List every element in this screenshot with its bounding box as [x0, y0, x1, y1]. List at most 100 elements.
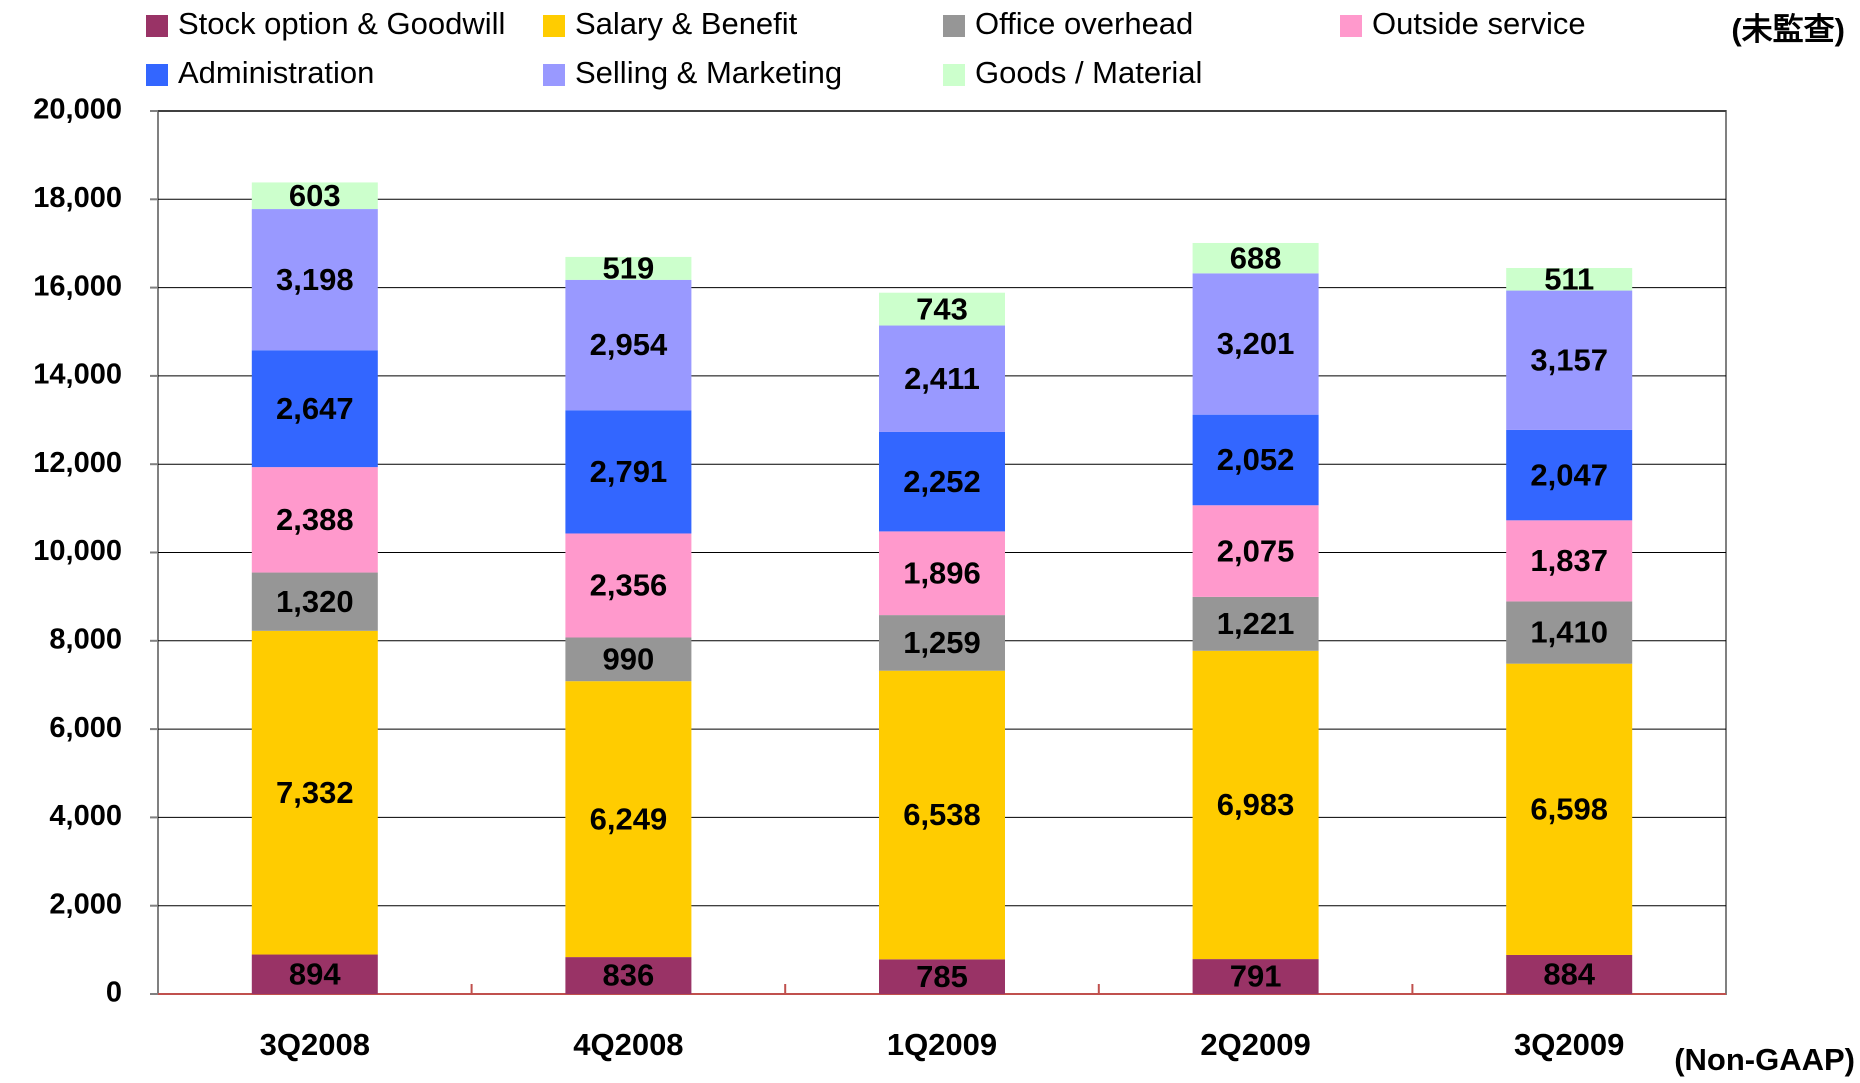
bar-segment	[1506, 267, 1633, 291]
legend-label: Administration	[178, 55, 374, 90]
data-label: 743	[916, 291, 968, 326]
bar-segment	[565, 681, 692, 958]
x-tick-label: 3Q2008	[260, 1027, 370, 1062]
bar-segment	[1506, 290, 1633, 430]
bar-segment	[879, 670, 1005, 960]
bar-segment	[565, 410, 692, 534]
data-label: 3,201	[1217, 326, 1295, 361]
bar-segment	[251, 572, 378, 631]
legend-label: Office overhead	[975, 6, 1193, 41]
bar-segment	[251, 954, 378, 994]
data-label: 2,388	[276, 502, 354, 537]
data-label: 2,647	[276, 391, 354, 426]
bar-segment	[1192, 242, 1319, 274]
data-label: 2,052	[1217, 442, 1295, 477]
bar-segment	[1192, 414, 1319, 506]
bar-segment	[1192, 650, 1319, 960]
y-tick-label: 4,000	[49, 800, 122, 832]
bar-segment	[1192, 505, 1319, 597]
data-label: 836	[603, 958, 655, 993]
data-label: 1,896	[903, 555, 981, 590]
y-tick-label: 12,000	[33, 447, 122, 479]
data-label: 2,075	[1217, 533, 1295, 568]
data-label: 688	[1230, 240, 1282, 275]
bar-segment	[1192, 959, 1319, 994]
legend-swatch	[146, 15, 168, 37]
bar-segment	[879, 431, 1005, 532]
non-gaap-note: (Non-GAAP)	[1674, 1042, 1855, 1077]
data-label: 2,791	[590, 454, 668, 489]
x-tick-label: 2Q2009	[1200, 1027, 1310, 1062]
legend-swatch	[543, 15, 565, 37]
data-label: 1,259	[903, 625, 981, 660]
bar-segment	[1506, 520, 1633, 602]
data-label: 791	[1230, 959, 1282, 994]
legend-label: Stock option & Goodwill	[178, 6, 505, 41]
data-label: 2,954	[590, 327, 668, 362]
data-label: 2,252	[903, 464, 981, 499]
y-tick-label: 8,000	[49, 623, 122, 655]
bar-segment	[251, 467, 378, 573]
data-label: 785	[916, 959, 968, 994]
legend-label: Goods / Material	[975, 55, 1202, 90]
x-tick-label: 1Q2009	[887, 1027, 997, 1062]
legend-swatch	[146, 64, 168, 86]
bar-segment	[879, 615, 1005, 671]
legend-label: Salary & Benefit	[575, 6, 798, 41]
y-tick-label: 10,000	[33, 535, 122, 567]
y-tick-label: 2,000	[49, 888, 122, 920]
bar-segment	[251, 350, 378, 468]
legend-swatch	[543, 64, 565, 86]
data-label: 6,598	[1530, 792, 1608, 827]
legend-swatch	[1340, 15, 1362, 37]
x-tick-label: 3Q2009	[1514, 1027, 1624, 1062]
data-label: 7,332	[276, 775, 354, 810]
bar-segment	[1506, 954, 1633, 994]
data-label: 884	[1543, 957, 1595, 992]
bar-segment	[251, 630, 378, 955]
bar-segment	[565, 533, 692, 638]
y-tick-label: 14,000	[33, 359, 122, 391]
data-label: 6,249	[590, 801, 668, 836]
bar-segment	[565, 279, 692, 411]
legend-swatch	[943, 15, 965, 37]
bar-segment	[1506, 429, 1633, 521]
data-label: 2,356	[590, 568, 668, 603]
legend-label: Selling & Marketing	[575, 55, 842, 90]
legend-swatch	[943, 64, 965, 86]
bar-segment	[879, 959, 1005, 994]
unaudited-note: (未監查)	[1731, 12, 1845, 47]
data-label: 2,047	[1530, 457, 1608, 492]
bar-segment	[251, 182, 378, 210]
data-label: 2,411	[904, 361, 980, 396]
data-label: 1,221	[1217, 606, 1295, 641]
data-label: 1,320	[276, 584, 354, 619]
data-label: 3,198	[276, 262, 354, 297]
data-label: 519	[603, 251, 655, 286]
bar-segment	[879, 325, 1005, 432]
data-label: 894	[289, 956, 341, 991]
data-label: 6,538	[903, 797, 981, 832]
y-tick-label: 16,000	[33, 270, 122, 302]
bar-segment	[565, 957, 692, 994]
bar-segment	[565, 256, 692, 280]
legend-label: Outside service	[1372, 6, 1586, 41]
bar-segment	[879, 292, 1005, 326]
data-label: 3,157	[1530, 342, 1608, 377]
y-tick-label: 18,000	[33, 182, 122, 214]
bar-segment	[879, 531, 1005, 616]
data-label: 1,410	[1530, 615, 1608, 650]
data-label: 511	[1544, 261, 1594, 296]
bar-segment	[1192, 273, 1319, 415]
y-tick-label: 20,000	[33, 94, 122, 126]
data-label: 1,837	[1530, 543, 1608, 578]
y-tick-label: 6,000	[49, 712, 122, 744]
data-label: 990	[603, 642, 655, 677]
y-tick-label: 0	[106, 977, 122, 1009]
bar-segment	[565, 637, 692, 682]
data-label: 6,983	[1217, 787, 1295, 822]
bar-segment	[1506, 601, 1633, 664]
data-label: 603	[289, 178, 341, 213]
bar-segment	[1192, 596, 1319, 651]
